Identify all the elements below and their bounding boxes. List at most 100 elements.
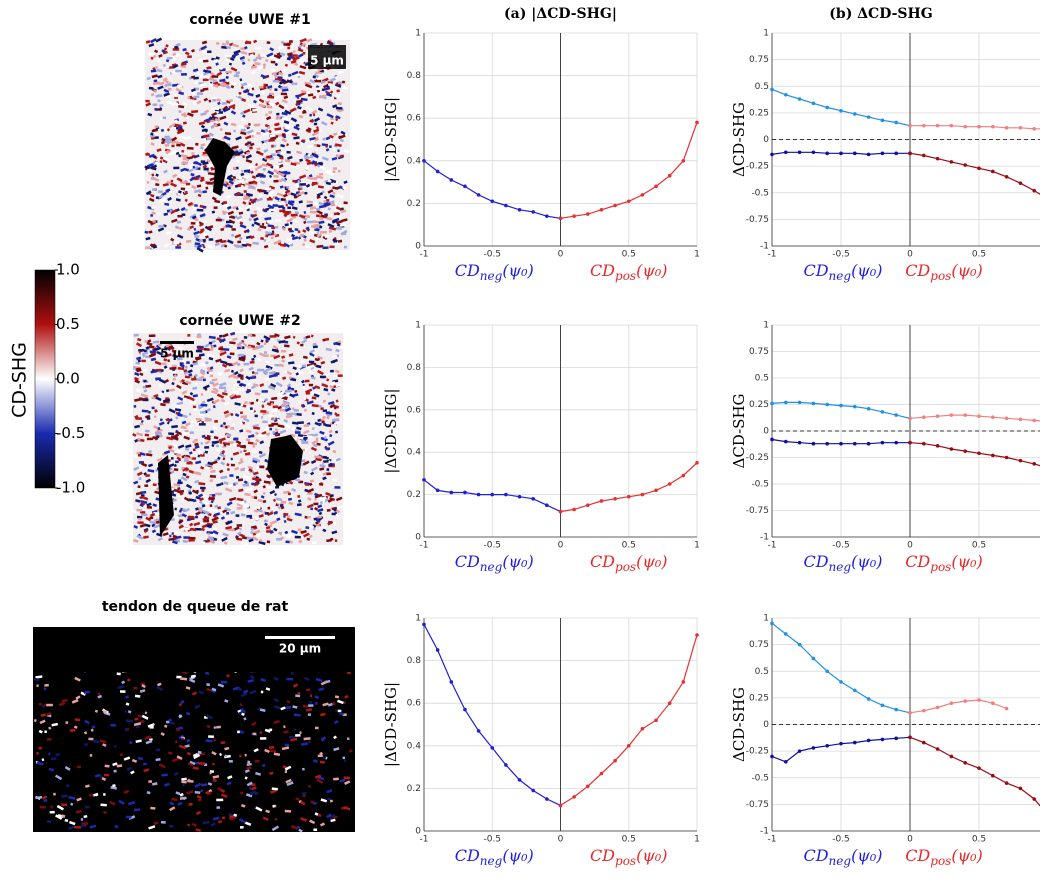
texture — [339, 138, 344, 143]
texture — [220, 424, 223, 428]
texture — [217, 506, 221, 510]
texture — [269, 190, 275, 194]
data-point — [490, 746, 495, 750]
texture — [281, 88, 289, 92]
texture — [187, 515, 194, 519]
x-tick-label: -1 — [768, 541, 777, 551]
texture — [332, 192, 336, 195]
texture — [113, 769, 117, 773]
y-tick-label: -0.5 — [751, 480, 769, 490]
texture — [273, 179, 279, 183]
texture — [276, 538, 282, 541]
x-axis-label: CDpos(ψ₀) — [905, 846, 983, 868]
x-axis-label: CDneg(ψ₀) — [455, 846, 534, 868]
label-sub: pos — [930, 854, 951, 868]
texture — [186, 146, 194, 150]
data-point — [476, 729, 481, 733]
x-axis-label: CDneg(ψ₀) — [803, 846, 882, 868]
texture — [230, 215, 236, 220]
texture — [332, 186, 339, 190]
texture — [305, 83, 313, 89]
texture — [141, 352, 145, 356]
texture — [209, 771, 212, 775]
texture — [203, 134, 210, 138]
texture — [293, 125, 300, 131]
data-point — [784, 150, 788, 155]
texture — [181, 112, 187, 117]
texture — [263, 148, 269, 153]
texture — [151, 396, 156, 400]
texture — [347, 737, 350, 741]
data-point — [949, 413, 954, 417]
texture — [211, 378, 218, 382]
texture — [269, 749, 276, 753]
texture — [278, 71, 284, 76]
texture — [173, 468, 179, 472]
texture — [191, 420, 198, 424]
texture — [199, 497, 204, 502]
texture — [198, 353, 205, 357]
texture — [295, 734, 301, 737]
texture — [168, 824, 174, 828]
texture — [283, 242, 290, 248]
texture — [185, 239, 192, 243]
data-point — [531, 210, 535, 214]
data-point — [599, 499, 604, 503]
y-tick-label: -0.25 — [746, 747, 769, 757]
texture — [281, 111, 288, 116]
texture — [294, 512, 302, 517]
texture — [137, 714, 143, 718]
texture — [288, 73, 292, 77]
texture — [119, 690, 126, 693]
texture — [212, 425, 218, 430]
texture — [222, 107, 231, 113]
texture — [247, 760, 251, 764]
texture — [227, 186, 231, 190]
texture — [234, 466, 240, 471]
texture — [216, 798, 224, 802]
texture — [159, 198, 166, 202]
texture — [144, 429, 150, 433]
texture — [150, 193, 155, 198]
texture — [271, 144, 274, 148]
texture — [286, 517, 293, 522]
image-title: cornée UWE #1 — [189, 12, 310, 28]
texture — [183, 191, 188, 196]
texture — [327, 520, 334, 526]
texture — [181, 432, 189, 435]
texture — [242, 197, 249, 200]
texture — [291, 215, 296, 219]
texture — [215, 62, 220, 66]
data-point — [784, 439, 788, 444]
data-point — [866, 406, 871, 411]
texture — [328, 463, 333, 467]
texture — [252, 108, 258, 112]
texture — [242, 88, 249, 94]
label-base: CD — [455, 846, 480, 865]
texture — [333, 212, 339, 216]
texture — [207, 164, 213, 168]
texture — [210, 345, 215, 349]
texture — [291, 70, 299, 76]
texture — [48, 752, 51, 756]
texture — [298, 540, 303, 543]
texture — [191, 152, 195, 155]
texture — [342, 756, 345, 760]
texture — [281, 359, 286, 363]
texture — [254, 62, 261, 66]
texture — [174, 507, 177, 511]
texture — [295, 478, 301, 482]
texture — [335, 399, 339, 403]
texture — [207, 50, 212, 53]
texture — [259, 465, 265, 469]
texture — [242, 114, 246, 118]
texture — [274, 74, 278, 78]
data-point — [1018, 181, 1023, 185]
texture — [259, 539, 262, 542]
texture — [229, 101, 235, 106]
texture — [313, 154, 319, 159]
data-point — [894, 736, 898, 741]
texture — [275, 372, 280, 376]
texture — [229, 341, 236, 345]
texture — [178, 110, 182, 113]
